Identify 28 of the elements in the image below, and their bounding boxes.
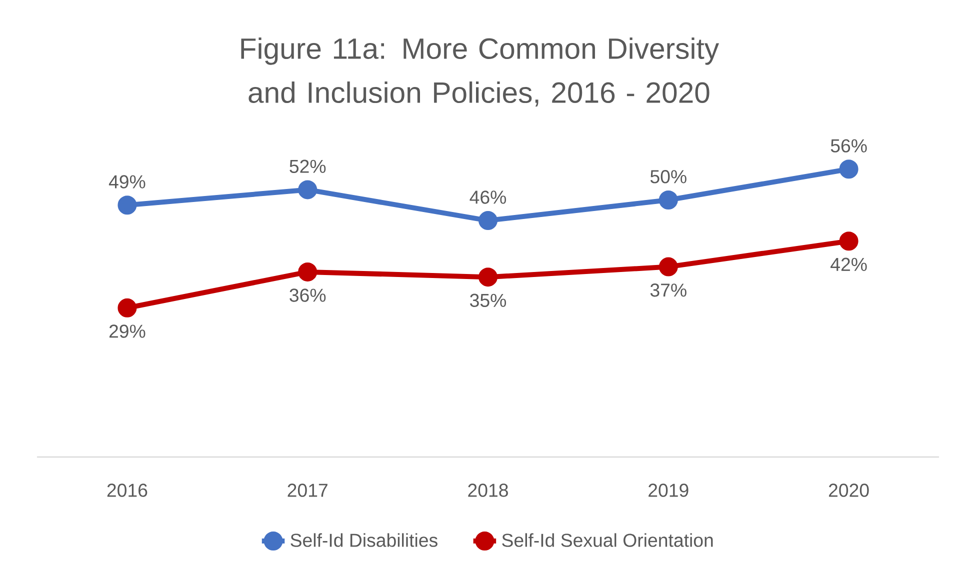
data-label: 56% xyxy=(830,139,867,152)
point xyxy=(298,262,318,282)
point xyxy=(118,196,137,215)
point xyxy=(839,160,858,179)
x-tick-label: 2019 xyxy=(648,484,688,497)
legend-label: Self-Id Disabilities xyxy=(290,533,438,547)
x-tick-label: 2016 xyxy=(107,484,148,497)
data-label: 36% xyxy=(290,288,326,302)
data-label: 50% xyxy=(650,170,686,184)
data-label: 46% xyxy=(470,190,506,204)
x-tick-label: 2018 xyxy=(468,484,508,497)
legend-label: Self-Id Sexual Orientation xyxy=(502,533,713,547)
data-label: 42% xyxy=(830,258,867,271)
point xyxy=(478,268,498,287)
data-label: 29% xyxy=(109,324,146,338)
chart-title: Figure 11a: More Common Diversity and Inclusion Policies, 2016 - 2020 xyxy=(241,37,720,106)
point xyxy=(658,257,678,276)
data-label: 35% xyxy=(470,294,506,308)
data-label: 37% xyxy=(650,284,686,297)
x-tick-label: 2017 xyxy=(288,484,328,497)
point xyxy=(298,180,318,200)
point xyxy=(658,190,678,210)
x-tick-label: 2020 xyxy=(828,484,869,497)
point xyxy=(118,298,137,318)
point xyxy=(839,232,858,251)
data-label: 52% xyxy=(290,160,326,173)
point xyxy=(478,211,498,230)
data-label: 49% xyxy=(108,175,146,188)
